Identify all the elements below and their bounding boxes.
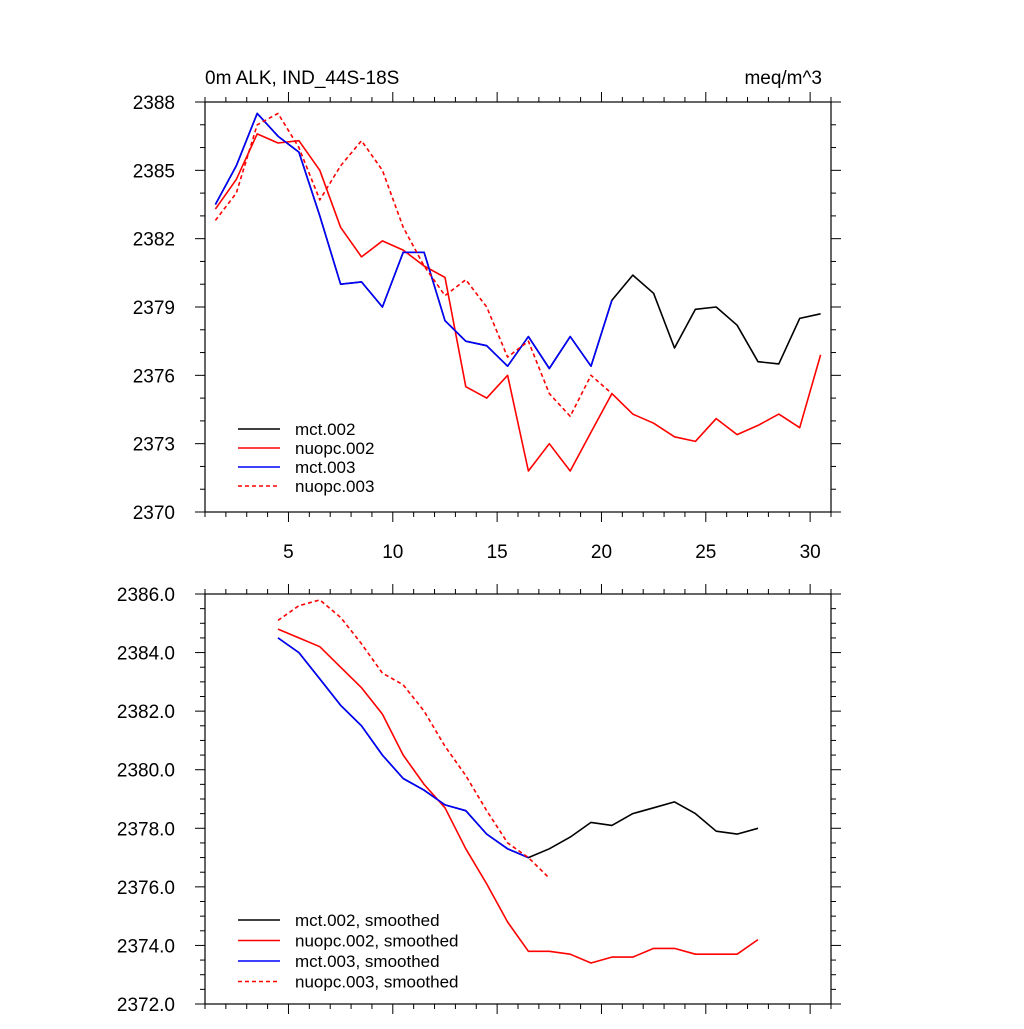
chart-title: 0m ALK, IND_44S-18S [205,68,399,89]
legend-label: nuopc.002, smoothed [295,932,459,951]
legend-label: nuopc.002 [295,439,374,458]
x-tick-label: 10 [382,542,403,563]
y-tick-label: 2373 [133,435,175,456]
series-line-2 [277,637,529,859]
y-tick-label: 2388 [133,93,175,114]
y-tick-label: 2382.0 [117,702,175,723]
series-line-0 [277,637,759,859]
y-tick-label: 2372.0 [117,995,175,1016]
y-tick-label: 2385 [133,161,175,182]
y-tick-label: 2382 [133,230,175,251]
y-tick-label: 2370 [133,503,175,524]
y-tick-label: 2380.0 [117,761,175,782]
y-tick-label: 2378.0 [117,819,175,840]
x-tick-label: 20 [591,542,612,563]
legend-label: nuopc.003 [295,477,374,496]
bottom-panel: 2372.0 2374.0 2376.0 2378.0 2380.0 2382.0 2384… [117,584,841,1016]
series-line-1 [214,133,822,472]
legend-label: mct.002, smoothed [295,911,440,930]
y-tick-label: 2376.0 [117,878,175,899]
legend-label: mct.003, smoothed [295,952,440,971]
y-tick-label: 2386.0 [117,585,175,606]
legend-label: nuopc.003, smoothed [295,973,459,992]
top-panel: 0m ALK, IND_44S-18S meq/m^3 5 10 15 20 25 30 2… [133,68,841,563]
x-tick-label: 15 [487,542,508,563]
y-tick-label: 2376 [133,366,175,387]
legend-label: mct.002 [295,420,355,439]
series-line-3 [277,599,550,879]
units-label: meq/m^3 [744,68,822,89]
x-tick-label: 30 [800,542,821,563]
x-tick-label: 5 [283,542,294,563]
y-tick-label: 2384.0 [117,644,175,665]
y-tick-label: 2374.0 [117,936,175,957]
legend-label: mct.003 [295,458,355,477]
series-line-1 [277,628,759,964]
series-line-2 [214,112,613,370]
x-tick-label: 25 [695,542,716,563]
series-line-3 [214,112,613,418]
y-tick-label: 2379 [133,298,175,319]
